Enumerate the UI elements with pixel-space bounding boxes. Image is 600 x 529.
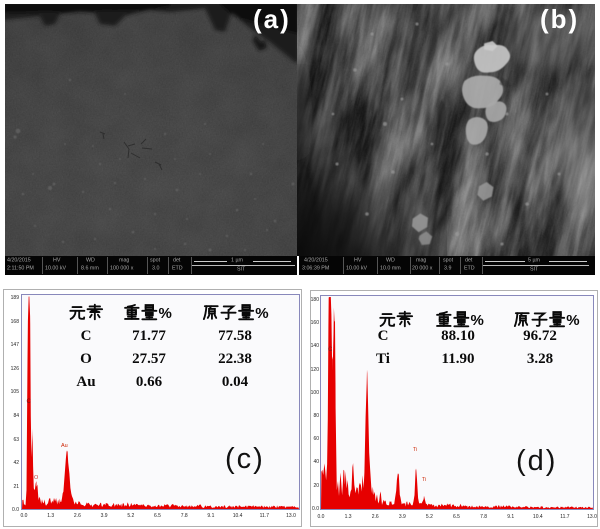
svg-text:Au: Au <box>61 443 68 449</box>
svg-text:%: % <box>159 305 172 322</box>
svg-text:%: % <box>255 305 268 322</box>
svg-text:Ti: Ti <box>413 447 417 453</box>
svg-text:%: % <box>566 312 579 329</box>
svg-text:(a): (a) <box>253 4 291 34</box>
svg-text:C: C <box>27 399 32 405</box>
svg-text:C: C <box>328 347 333 353</box>
svg-text:Ti: Ti <box>422 477 426 483</box>
svg-text:O: O <box>34 475 39 481</box>
svg-text:%: % <box>471 312 484 329</box>
svg-text:(b): (b) <box>540 4 579 34</box>
